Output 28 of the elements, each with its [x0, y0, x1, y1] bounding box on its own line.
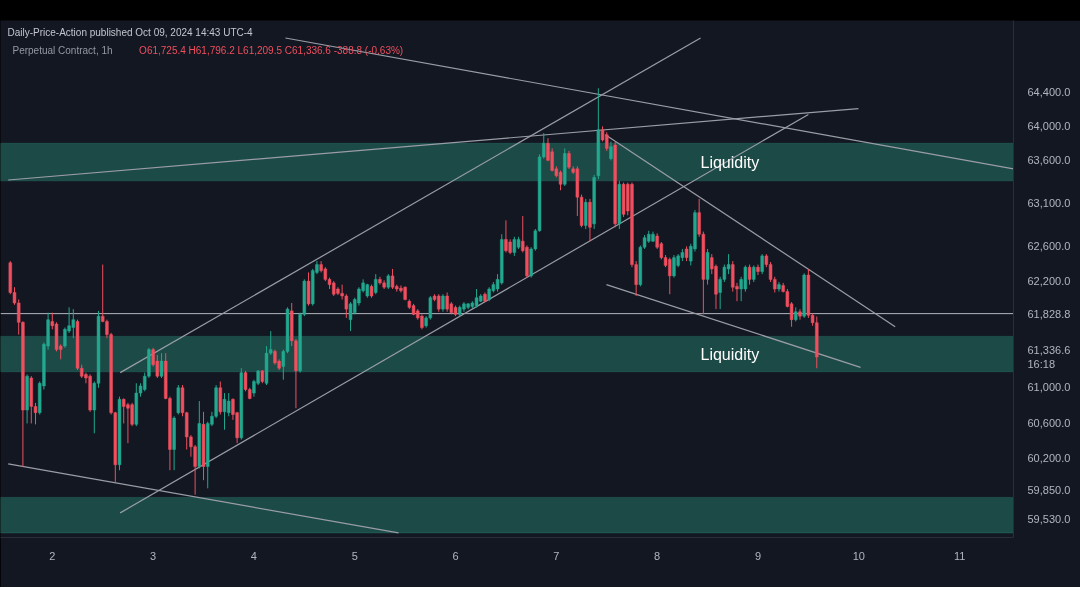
- x-tick-label: 10: [852, 549, 865, 562]
- x-tick-label: 4: [250, 549, 257, 562]
- x-tick-label: 8: [654, 549, 661, 562]
- band-label: Liquidity: [700, 153, 760, 171]
- x-tick-label: 6: [452, 549, 459, 562]
- y-tick-label: 63,600.0: [1027, 154, 1071, 167]
- x-tick-label: 7: [553, 549, 560, 562]
- y-tick-label: 61,000.0: [1027, 380, 1071, 393]
- x-tick-label: 3: [150, 549, 157, 562]
- text: Perpetual Contract, 1h: [12, 44, 113, 56]
- y-tick-label: 59,530.0: [1027, 513, 1071, 526]
- y-tick-label: 63,100.0: [1027, 197, 1071, 210]
- y-tick-label: 64,400.0: [1027, 86, 1071, 99]
- band-label: Liquidity: [700, 345, 760, 363]
- y-tick-label: 64,000.0: [1027, 120, 1071, 133]
- ref-line-label: 61,828.8: [1027, 307, 1071, 320]
- x-tick-label: 9: [754, 549, 762, 562]
- annotation: Daily-Price-Action published Oct 09, 2024 14:43 UTC-4: [7, 26, 254, 38]
- y-tick-label: 60,200.0: [1027, 452, 1071, 465]
- x-tick-label: 5: [351, 549, 358, 562]
- y-tick-label: 62,200.0: [1027, 275, 1071, 288]
- y-tick-label: 60,600.0: [1027, 416, 1071, 429]
- y-tick-label: 59,850.0: [1027, 484, 1071, 497]
- x-tick-label: 11: [953, 549, 966, 562]
- x-tick-label: 2: [49, 549, 56, 562]
- y-tick-label: 62,600.0: [1027, 240, 1071, 253]
- text: O61,725.4 H61,796.2 L61,209.5 C61,336.6 -388.8 (-0.63%): [139, 44, 404, 56]
- text: 61,336.6 16:18: [1027, 343, 1071, 371]
